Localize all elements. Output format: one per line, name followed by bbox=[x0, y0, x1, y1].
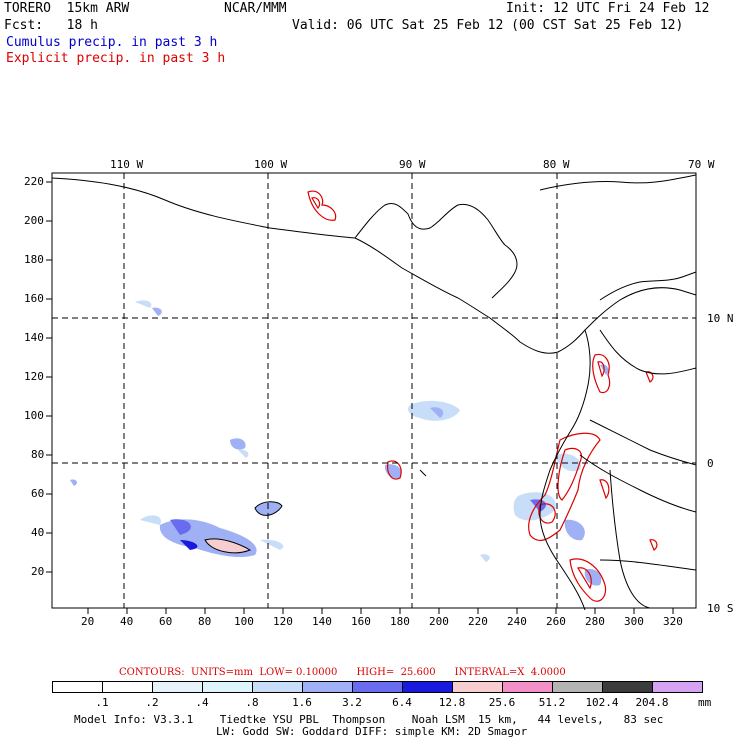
x-tick-label: 180 bbox=[390, 615, 410, 628]
colorbar-swatch bbox=[552, 681, 603, 693]
x-tick-label: 160 bbox=[351, 615, 371, 628]
coastlines bbox=[51, 174, 697, 611]
colorbar-label: .8 bbox=[245, 696, 259, 709]
axis-ticks bbox=[46, 181, 674, 614]
colorbar-swatch bbox=[52, 681, 103, 693]
cumulus-legend: Cumulus precip. in past 3 h bbox=[6, 35, 218, 50]
y-tick-label: 220 bbox=[24, 175, 44, 188]
y-tick-label: 140 bbox=[24, 331, 44, 344]
forecast-hour: Fcst: 18 h bbox=[4, 18, 98, 33]
lat-label: 0 bbox=[707, 457, 714, 470]
colorbar-label: 204.8 bbox=[635, 696, 669, 709]
colorbar-label: .2 bbox=[145, 696, 159, 709]
physics-info: LW: Godd SW: Goddard DIFF: simple KM: 2D… bbox=[216, 725, 528, 738]
x-tick-label: 80 bbox=[198, 615, 212, 628]
colorbar-swatch bbox=[102, 681, 153, 693]
y-tick-label: 120 bbox=[24, 370, 44, 383]
colorbar-label: 1.6 bbox=[292, 696, 312, 709]
colorbar-label: 25.6 bbox=[488, 696, 516, 709]
cumulus-precip-shading bbox=[70, 300, 609, 586]
y-tick-label: 20 bbox=[31, 565, 45, 578]
lon-label: 100 W bbox=[254, 158, 288, 171]
x-tick-label: 200 bbox=[429, 615, 449, 628]
colorbar-swatch bbox=[452, 681, 503, 693]
colorbar-swatch bbox=[352, 681, 403, 693]
x-tick-label: 240 bbox=[507, 615, 527, 628]
colorbar-label: .1 bbox=[95, 696, 109, 709]
colorbar-label: 3.2 bbox=[342, 696, 362, 709]
x-tick-label: 40 bbox=[120, 615, 134, 628]
valid-time: Valid: 06 UTC Sat 25 Feb 12 (00 CST Sat … bbox=[292, 18, 684, 33]
x-tick-label: 220 bbox=[468, 615, 488, 628]
colorbar-label: 12.8 bbox=[438, 696, 466, 709]
x-tick-label: 280 bbox=[585, 615, 605, 628]
contour-info: CONTOURS: UNITS=mm LOW= 0.10000 HIGH= 25… bbox=[119, 667, 566, 678]
explicit-precip-contours bbox=[307, 190, 658, 602]
init-time: Init: 12 UTC Fri 24 Feb 12 bbox=[506, 1, 710, 16]
x-tick-label: 60 bbox=[159, 615, 173, 628]
colorbar-label: 51.2 bbox=[538, 696, 566, 709]
colorbar-unit: mm bbox=[698, 696, 712, 709]
model-title: TORERO 15km ARW bbox=[4, 1, 130, 16]
colorbar-label: 102.4 bbox=[585, 696, 619, 709]
lat-lon-grid bbox=[52, 173, 696, 608]
colorbar-swatch bbox=[252, 681, 303, 693]
x-tick-label: 260 bbox=[546, 615, 566, 628]
x-tick-label: 300 bbox=[624, 615, 644, 628]
y-tick-label: 160 bbox=[24, 292, 44, 305]
x-tick-label: 140 bbox=[312, 615, 332, 628]
y-tick-label: 40 bbox=[31, 526, 45, 539]
y-tick-label: 80 bbox=[31, 448, 45, 461]
y-tick-label: 60 bbox=[31, 487, 45, 500]
y-tick-label: 180 bbox=[24, 253, 44, 266]
explicit-legend: Explicit precip. in past 3 h bbox=[6, 51, 226, 66]
lon-label: 70 W bbox=[688, 158, 715, 171]
x-tick-label: 320 bbox=[663, 615, 683, 628]
colorbar-swatch bbox=[402, 681, 453, 693]
x-tick-label: 100 bbox=[234, 615, 254, 628]
lon-label: 110 W bbox=[110, 158, 144, 171]
lon-label: 80 W bbox=[543, 158, 570, 171]
x-tick-label: 20 bbox=[81, 615, 95, 628]
colorbar-swatch bbox=[652, 681, 703, 693]
colorbar-swatch bbox=[302, 681, 353, 693]
map-frame bbox=[51, 172, 697, 609]
model-info: Model Info: V3.3.1 Tiedtke YSU PBL Thomp… bbox=[74, 713, 664, 726]
y-tick-label: 100 bbox=[24, 409, 44, 422]
colorbar-swatch bbox=[152, 681, 203, 693]
lon-label: 90 W bbox=[399, 158, 426, 171]
colorbar-swatch bbox=[202, 681, 253, 693]
lat-label: 10 S bbox=[707, 602, 734, 615]
colorbar-label: .4 bbox=[195, 696, 209, 709]
x-tick-label: 120 bbox=[273, 615, 293, 628]
colorbar-label: 6.4 bbox=[392, 696, 412, 709]
colorbar-swatch bbox=[602, 681, 653, 693]
org-label: NCAR/MMM bbox=[224, 1, 287, 16]
y-tick-label: 200 bbox=[24, 214, 44, 227]
lat-label: 10 N bbox=[707, 312, 734, 325]
colorbar-swatch bbox=[502, 681, 553, 693]
